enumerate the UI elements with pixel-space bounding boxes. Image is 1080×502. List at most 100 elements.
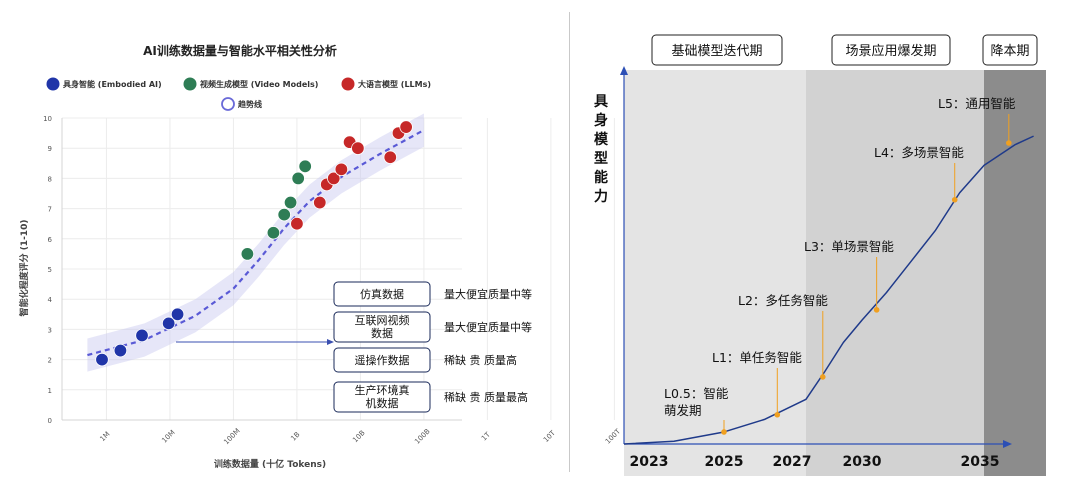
milestone-label: L2：多任务智能 — [738, 293, 828, 308]
annotation-label: 生产环境真机数据 — [355, 383, 410, 410]
y-axis-label-char: 力 — [594, 188, 608, 205]
x-tick-label: 1B — [289, 430, 301, 442]
annotation-arrow — [176, 339, 334, 345]
y-axis-label-char: 具 — [593, 94, 608, 110]
y-tick-label: 10 — [43, 115, 52, 123]
panel-divider — [569, 12, 570, 472]
data-point — [334, 162, 349, 177]
capability-curve — [623, 135, 1034, 445]
milestone-label-line: L0.5：智能 — [664, 386, 729, 401]
milestone-marker — [1006, 140, 1012, 146]
milestone: L2：多任务智能 — [738, 293, 828, 380]
trend-line — [87, 129, 425, 357]
annotation-label-line: 机数据 — [366, 396, 399, 410]
phase-label-box — [651, 34, 783, 66]
data-point — [291, 171, 305, 186]
phase-band — [984, 70, 1046, 476]
annotation-label-line: 生产环境真 — [355, 383, 410, 397]
milestone-label-line: 萌发期 — [664, 403, 702, 418]
y-tick-label: 8 — [48, 175, 52, 183]
milestone-marker — [873, 307, 880, 313]
legend-label: 视频生成模型 (Video Models) — [200, 79, 318, 89]
milestone-marker — [721, 429, 727, 435]
milestone-label: L5：通用智能 — [938, 96, 1016, 111]
data-point — [170, 307, 185, 322]
y-tick-label: 7 — [48, 206, 52, 214]
legend-marker — [221, 97, 235, 111]
legend-label: 大语言模型 (LLMs) — [358, 79, 431, 89]
annotation-description: 稀缺 贵 质量最高 — [444, 390, 528, 404]
data-point — [240, 247, 255, 261]
annotation-label: 仿真数据 — [360, 287, 404, 301]
x-tick-label: 10T — [542, 429, 557, 444]
left-chart: AI训练数据量与智能水平相关性分析 具身智能 (Embodied AI) 视频生成… — [18, 43, 623, 470]
annotation-box — [333, 381, 431, 413]
annotation-label: 遥操作数据 — [355, 353, 410, 367]
x-tick-label: 10B — [351, 429, 366, 444]
y-tick-label: 0 — [48, 417, 52, 425]
x-tick-label: 1M — [98, 430, 111, 443]
y-tick-label: 4 — [48, 296, 53, 304]
x-tick-label: 1T — [480, 430, 492, 442]
x-tick-label: 2035 — [961, 454, 1000, 470]
phase-label: 降本期 — [982, 34, 1038, 66]
legend-marker — [46, 77, 60, 91]
y-tick-label: 2 — [48, 357, 52, 365]
x-tick-label: 2023 — [630, 454, 669, 470]
milestone-label-line: L1：单任务智能 — [712, 350, 802, 365]
x-tick-label: 2027 — [773, 454, 812, 470]
x-axis-label: 训练数据量 (十亿 Tokens) — [214, 458, 326, 470]
y-tick-label: 6 — [48, 236, 53, 244]
arrow-head — [327, 339, 334, 345]
milestone-label: L3：单场景智能 — [804, 239, 894, 254]
milestone-marker — [951, 196, 958, 203]
phase-label-text: 基础模型迭代期 — [671, 44, 762, 59]
x-axis-arrowhead — [1003, 440, 1012, 448]
annotation-description: 量大便宜质量中等 — [444, 287, 532, 301]
milestone-label-line: L5：通用智能 — [938, 96, 1016, 111]
phase-band — [806, 70, 984, 476]
y-axis-label-char: 身 — [594, 112, 608, 129]
milestone: L5：通用智能 — [938, 96, 1016, 146]
data-point — [327, 171, 341, 186]
milestone: L0.5：智能萌发期 — [664, 386, 729, 435]
y-axis-label-char: 模 — [594, 131, 609, 148]
phase-label-box — [982, 34, 1038, 66]
y-axis-label-char: 型 — [594, 150, 608, 167]
y-axis-arrowhead — [620, 66, 628, 75]
data-point — [283, 195, 298, 210]
data-point — [351, 141, 365, 155]
milestone: L1：单任务智能 — [712, 350, 802, 418]
annotation-label-line: 数据 — [371, 326, 393, 340]
annotation-box — [333, 311, 431, 343]
data-point — [399, 120, 413, 134]
data-point — [266, 226, 281, 240]
phase-label-box — [831, 34, 951, 66]
milestone-label-line: L4：多场景智能 — [874, 145, 964, 160]
chart-title: AI训练数据量与智能水平相关性分析 — [143, 43, 337, 58]
legend-label: 具身智能 (Embodied AI) — [63, 79, 162, 89]
y-axis-label-char: 能 — [594, 169, 608, 186]
milestone-marker — [820, 374, 826, 380]
data-point — [135, 328, 149, 343]
data-point — [95, 352, 109, 367]
x-tick-label: 100T — [604, 427, 623, 446]
milestone-label-line: L3：单场景智能 — [804, 239, 894, 254]
milestone-label: L0.5：智能萌发期 — [664, 386, 729, 418]
milestone-label-line: L2：多任务智能 — [738, 293, 828, 308]
x-tick-label: 2025 — [705, 454, 744, 470]
annotation-item: 互联网视频数据 量大便宜质量中等 — [333, 311, 532, 343]
milestone-label: L4：多场景智能 — [874, 145, 964, 160]
data-point — [161, 316, 176, 331]
y-tick-label: 3 — [48, 326, 52, 334]
phase-label: 基础模型迭代期 — [651, 34, 783, 66]
annotation-item: 仿真数据 量大便宜质量中等 — [333, 281, 532, 307]
legend-marker — [341, 77, 355, 91]
data-point — [113, 343, 128, 358]
x-tick-label: 2030 — [843, 454, 882, 470]
x-tick-label: 100M — [222, 427, 241, 446]
legend-label: 趋势线 — [237, 99, 262, 109]
